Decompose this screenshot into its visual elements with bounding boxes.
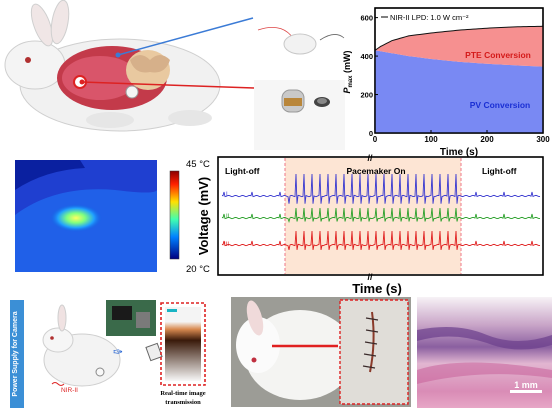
camera-setup-photo bbox=[106, 300, 156, 336]
temperature-colorbar bbox=[169, 170, 180, 260]
ecg-lead-3-label: III bbox=[224, 242, 229, 248]
pmax-xtick-label: 200 bbox=[480, 135, 494, 144]
pacemaker-ecg-panel: // // bbox=[217, 153, 544, 282]
connector-line-blue bbox=[117, 17, 254, 56]
pmax-ytick-label: 400 bbox=[360, 52, 373, 61]
rabbit-implant-illustration bbox=[4, 0, 221, 132]
pv-region-label: PV Conversion bbox=[470, 100, 530, 110]
scale-bar-label: 1 mm bbox=[514, 380, 538, 390]
pmax-xtick-label: 100 bbox=[424, 135, 438, 144]
ecg-light-off-right: Light-off bbox=[482, 166, 517, 176]
camera-nir-label: NIR-II bbox=[61, 387, 78, 394]
pmax-ytick-label: 0 bbox=[369, 129, 373, 138]
pmax-xtick-label: 300 bbox=[536, 135, 550, 144]
camera-side-label: Power Supply for Camera bbox=[12, 311, 19, 396]
pmax-ytick-label: 600 bbox=[360, 14, 373, 23]
camera-caption-2: transmission bbox=[165, 399, 201, 406]
temp-max-label: 45 °C bbox=[186, 159, 210, 170]
temp-min-label: 20 °C bbox=[186, 264, 210, 275]
ecg-trace-lead-1 bbox=[221, 173, 541, 204]
pte-region-label: PTE Conversion bbox=[465, 50, 531, 60]
ecg-trace-lead-3 bbox=[221, 230, 541, 251]
svg-text://: // bbox=[367, 272, 373, 282]
pte-area bbox=[375, 26, 543, 67]
device-photo-top bbox=[254, 0, 345, 78]
pmax-xlabel: Time (s) bbox=[440, 147, 478, 158]
pmax-ylabel: Pmax (mW) bbox=[342, 50, 354, 93]
phone-screen bbox=[165, 307, 201, 381]
scale-bar bbox=[510, 390, 542, 393]
pmax-legend-text: NIR-II LPD: 1.0 W cm⁻² bbox=[390, 13, 469, 22]
pmax-total-line bbox=[374, 25, 544, 51]
camera-side-label-bar bbox=[10, 300, 24, 408]
camera-caption-1: Real-time image bbox=[160, 390, 205, 397]
ecg-ylabel: Voltage (mV) bbox=[196, 177, 211, 256]
histology-image bbox=[417, 297, 552, 408]
device-photo-bottom bbox=[254, 80, 345, 150]
camera-device bbox=[145, 342, 163, 362]
pmax-plot-border bbox=[374, 7, 544, 134]
ecg-xlabel: Time (s) bbox=[352, 281, 402, 296]
ecg-trace-lead-2 bbox=[221, 207, 541, 224]
pmax-xtick-label: 0 bbox=[373, 135, 378, 144]
phone-frame bbox=[160, 302, 206, 386]
ecg-pacemaker-on-label: Pacemaker On bbox=[346, 166, 405, 176]
pv-area bbox=[375, 50, 543, 133]
incision-closeup bbox=[339, 299, 409, 405]
pmax-chart: 0 100 200 300 0 200 400 600 bbox=[360, 7, 550, 144]
ecg-light-off-left: Light-off bbox=[225, 166, 260, 176]
bluetooth-icon: ✑ bbox=[113, 345, 123, 359]
ecg-lead-2-label: II bbox=[226, 214, 230, 220]
thermal-image bbox=[15, 160, 157, 272]
pmax-ytick-label: 200 bbox=[360, 91, 373, 100]
connector-line-red bbox=[81, 81, 255, 89]
rabbit-camera-illustration bbox=[42, 304, 121, 387]
ecg-lead-1-label: I bbox=[226, 192, 228, 198]
svg-text://: // bbox=[367, 153, 373, 163]
